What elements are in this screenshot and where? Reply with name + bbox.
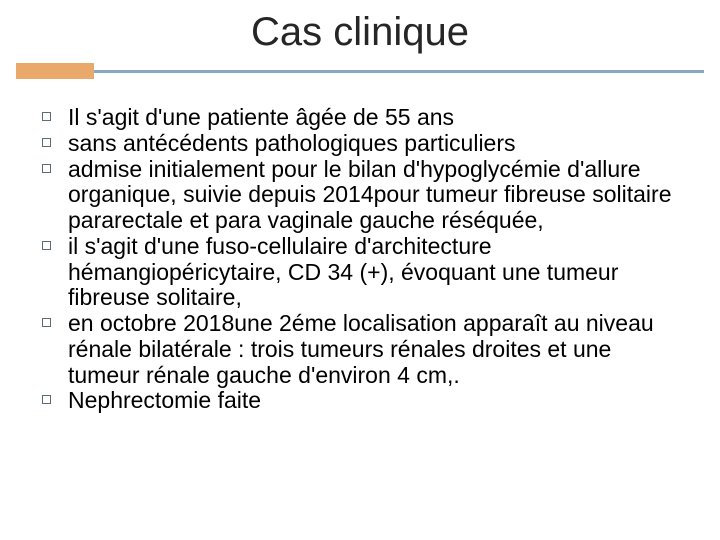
list-item: sans antécédents pathologiques particuli… [38,131,684,157]
slide-title: Cas clinique [0,0,720,63]
slide: Cas clinique Il s'agit d'une patiente âg… [0,0,720,540]
slide-body: Il s'agit d'une patiente âgée de 55 ans … [0,79,720,414]
list-item: Il s'agit d'une patiente âgée de 55 ans [38,105,684,131]
bullet-list: Il s'agit d'une patiente âgée de 55 ans … [38,105,684,414]
list-item: en octobre 2018une 2éme localisation app… [38,311,684,388]
list-item: Nephrectomie faite [38,388,684,414]
title-accent [16,63,94,79]
title-underline [0,63,720,79]
list-item: il s'agit d'une fuso-cellulaire d'archit… [38,234,684,311]
list-item: admise initialement pour le bilan d'hypo… [38,157,684,234]
title-rule [16,70,704,73]
